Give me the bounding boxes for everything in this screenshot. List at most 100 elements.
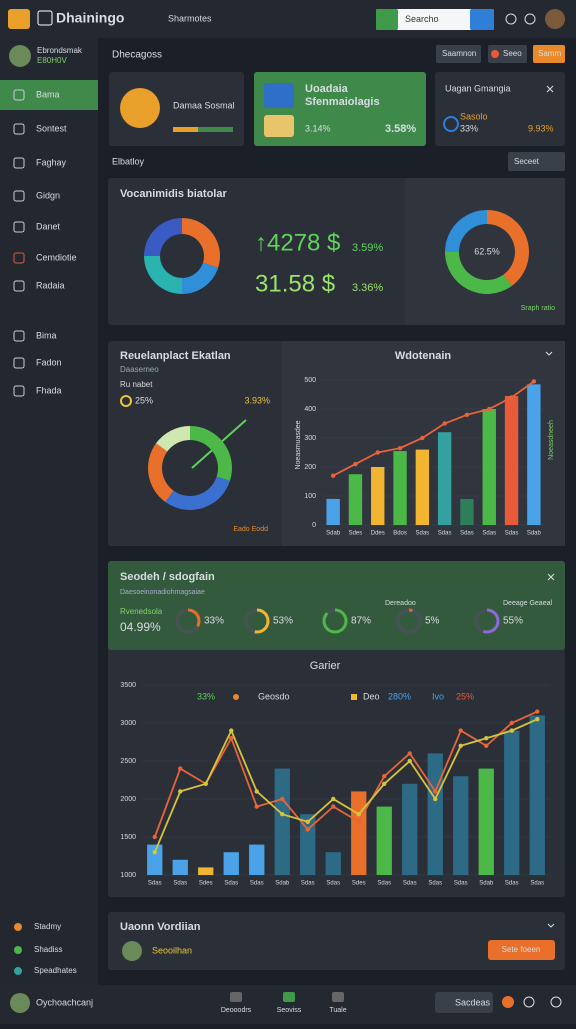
collapse-icon[interactable]: [545, 351, 553, 356]
icon[interactable]: [550, 996, 562, 1008]
menu[interactable]: Sharmotes: [168, 13, 212, 23]
y-tick-label: 500: [304, 377, 316, 384]
tab-label[interactable]: Seoviss: [277, 1007, 302, 1014]
legend-item: Deo: [363, 691, 380, 701]
line-point: [331, 796, 336, 802]
legend-item: Geosdo: [258, 691, 290, 701]
icon[interactable]: [523, 996, 535, 1008]
nav-item[interactable]: Gidgn: [36, 190, 60, 200]
line-point: [382, 774, 387, 779]
card-icon: [443, 116, 459, 132]
x-tick-label: Ddes: [371, 531, 385, 537]
tab-label[interactable]: Deooodrs: [221, 1007, 252, 1014]
line-point: [280, 796, 285, 802]
footer-item[interactable]: Shadiss: [34, 945, 62, 954]
panel-side: [405, 178, 565, 325]
line-point: [229, 728, 234, 733]
card-title: Uagan Gmangia: [445, 83, 511, 93]
donut-slice: [144, 218, 182, 256]
legend-item: Ivo: [432, 691, 444, 701]
dropdown[interactable]: [508, 152, 565, 171]
close-icon[interactable]: [547, 573, 555, 581]
donut-slice: [182, 262, 219, 294]
card-stat: 9.93%: [528, 123, 554, 133]
tab-label[interactable]: Tuale: [329, 1007, 346, 1014]
dropdown-label: Seceet: [514, 157, 540, 166]
ring: [175, 608, 201, 634]
y-tick-label: 200: [304, 464, 316, 471]
icon[interactable]: [524, 13, 536, 25]
icon[interactable]: [505, 13, 517, 25]
x-tick-label: Sdab: [275, 881, 290, 887]
chart-title: Garier: [310, 660, 341, 672]
bottom-button[interactable]: [435, 992, 493, 1013]
nav-item[interactable]: Radaia: [36, 280, 65, 290]
donut-slice: [156, 426, 190, 452]
line-series: [332, 380, 535, 477]
line-point: [254, 804, 259, 809]
chart-title: Vocanimidis biatolar: [120, 188, 227, 200]
x-tick-label: Sdas: [482, 531, 496, 537]
bar: [300, 814, 316, 875]
button[interactable]: [436, 45, 481, 63]
status-dot: [14, 967, 22, 975]
nav-icon: [13, 157, 25, 169]
line-point: [382, 781, 387, 786]
donut-slice: [144, 256, 182, 294]
x-tick-label: Sdas: [173, 881, 187, 887]
card-stat: 3.58%: [385, 123, 416, 135]
button-label: Sete foeen: [502, 945, 541, 954]
search-button[interactable]: [470, 9, 494, 30]
nav-item[interactable]: Bima: [36, 330, 57, 340]
card-title: Uoadaia: [305, 83, 349, 95]
nav-item[interactable]: Faghay: [36, 157, 67, 167]
bar: [482, 409, 496, 525]
line-point: [305, 827, 310, 832]
line-point: [442, 421, 447, 426]
legend-swatch: [351, 694, 357, 700]
footer-item[interactable]: Speadhates: [34, 966, 77, 975]
button[interactable]: [533, 45, 565, 63]
card-subtitle: Sasolo: [460, 111, 488, 121]
nav-item[interactable]: Fhada: [36, 385, 62, 395]
donut-slice: [487, 210, 530, 286]
card-stat: 3.14%: [305, 123, 331, 133]
tab-icon: [332, 992, 344, 1002]
nav-item[interactable]: Danet: [36, 221, 61, 231]
legend-item: 280%: [388, 691, 411, 701]
y-tick-label: 2500: [120, 758, 136, 765]
section-title: Seodeh / sdogfain: [120, 571, 215, 583]
card: [254, 72, 426, 146]
icon[interactable]: [502, 996, 514, 1008]
search-box[interactable]: [376, 9, 494, 30]
avatar[interactable]: [545, 9, 565, 29]
x-tick-label: Sdab: [527, 531, 542, 537]
nav-item[interactable]: Bama: [36, 89, 60, 99]
chart-title: Reuelanplact Ekatlan: [120, 350, 231, 362]
line-point: [420, 435, 425, 441]
legend-item: 33%: [197, 691, 215, 701]
status-dot: [14, 946, 22, 954]
nav-item[interactable]: Sontest: [36, 123, 67, 133]
button[interactable]: [488, 940, 555, 960]
button[interactable]: [488, 45, 527, 63]
x-tick-label: Sdas: [505, 881, 519, 887]
nav-item[interactable]: Cemdiotie: [36, 252, 77, 262]
x-tick-label: Sdas: [224, 881, 238, 887]
user-id: E80H0V: [37, 56, 67, 65]
nav-item[interactable]: Fadon: [36, 357, 62, 367]
ring-label: 55%: [503, 616, 523, 627]
collapse-icon[interactable]: [547, 923, 555, 928]
line-point: [356, 812, 361, 817]
bar: [393, 451, 407, 525]
stat-change: 3.93%: [244, 395, 270, 405]
nav-icon: [13, 330, 25, 342]
bar: [348, 474, 363, 525]
close-icon[interactable]: [546, 85, 554, 93]
section-title: Uaonn Vordiian: [120, 921, 201, 933]
line-point: [330, 473, 336, 478]
line-point: [356, 819, 361, 824]
line-point: [433, 789, 438, 794]
nav-icon: [13, 123, 25, 135]
footer-item[interactable]: Stadmy: [34, 922, 61, 931]
